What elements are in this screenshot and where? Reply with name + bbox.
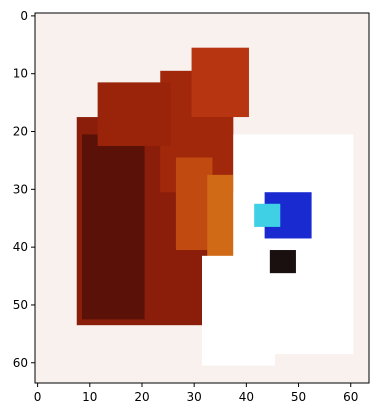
x-tick-label: 40 <box>239 390 254 404</box>
heatmap-region-subject-top <box>191 47 249 118</box>
heatmap-region-subject-shoulder <box>97 82 171 146</box>
x-tick-label: 30 <box>187 390 202 404</box>
heatmap-image <box>35 13 369 383</box>
y-tick-label: 0 <box>20 9 28 23</box>
y-axis: 0 10 20 30 40 50 60 <box>13 9 35 370</box>
plot-frame <box>34 12 370 384</box>
x-tick-label: 20 <box>134 390 149 404</box>
y-tick-label: 10 <box>13 67 28 81</box>
y-tick-label: 50 <box>13 298 28 312</box>
x-tick-label: 0 <box>34 390 42 404</box>
x-axis: 0 10 20 30 40 50 60 <box>34 383 358 404</box>
y-tick-label: 60 <box>13 356 28 370</box>
x-tick-label: 50 <box>291 390 306 404</box>
heatmap-region-subject-bright-streak <box>175 157 213 251</box>
y-tick-label: 20 <box>13 125 28 139</box>
heatmap-region-cyan-mark <box>254 203 281 227</box>
heatmap-region-white-lower <box>202 255 276 366</box>
y-tick-label: 30 <box>13 182 28 196</box>
heatmap-region-subject-left-dark <box>81 134 145 320</box>
x-tick-label: 60 <box>343 390 358 404</box>
x-tick-label: 10 <box>82 390 97 404</box>
y-tick-label: 40 <box>13 240 28 254</box>
heatmap-region-dark-mark <box>269 250 296 274</box>
